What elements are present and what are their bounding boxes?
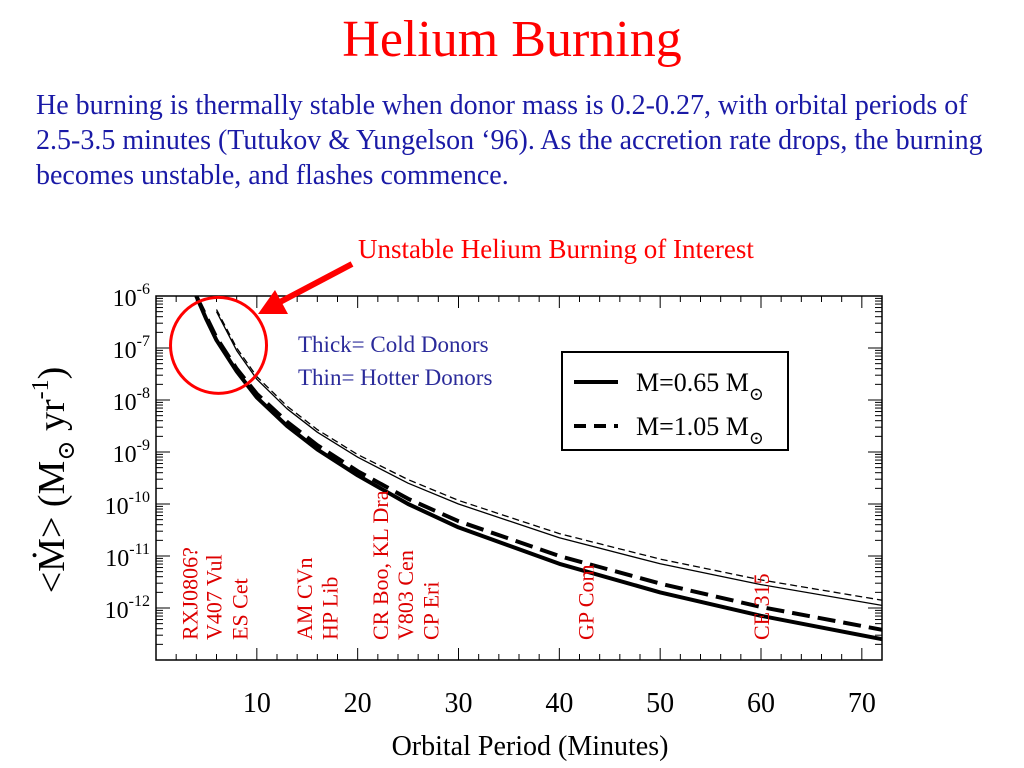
legend-box (561, 351, 789, 451)
y-tick-label: 10-6 (113, 281, 150, 312)
series-thick-dashed (194, 296, 882, 632)
object-label: V803 Cen (393, 550, 418, 640)
y-tick-label: 10-10 (105, 489, 150, 520)
object-label: HP Lib (317, 577, 342, 640)
x-tick-label: 30 (445, 688, 473, 719)
object-label: V407 Vul (202, 554, 227, 640)
x-tick-label: 20 (344, 688, 372, 719)
object-label: CP Eri (418, 582, 443, 640)
object-label: RXJ0806? (177, 547, 202, 640)
x-tick-label: 50 (646, 688, 674, 719)
x-axis-label: Orbital Period (Minutes) (392, 731, 669, 762)
callout-arrow-shaft (278, 261, 354, 305)
y-axis-label: <Ṁ> (M⊙ yr-1) (28, 367, 80, 594)
y-tick-label: 10-11 (105, 541, 150, 572)
x-tick-label: 10 (243, 688, 271, 719)
x-tick-label: 40 (545, 688, 573, 719)
object-label: CR Boo, KL Dra (368, 490, 393, 640)
object-label: ES Cet (228, 578, 253, 640)
slide-title: Helium Burning (342, 11, 682, 68)
x-tick-label: 70 (848, 688, 876, 719)
callout-label: Unstable Helium Burning of Interest (358, 234, 754, 264)
legend-label-m065: M=0.65 M⊙ (636, 368, 764, 404)
series-thin-dashed (215, 309, 882, 601)
y-tick-label: 10-12 (105, 593, 150, 624)
highlight-circle (169, 295, 269, 395)
thick-note: Thick= Cold Donors (298, 332, 489, 357)
object-label: AM CVn (292, 557, 317, 640)
thin-note: Thin= Hotter Donors (298, 365, 492, 390)
legend-label-m105: M=1.05 M⊙ (636, 412, 764, 448)
y-tick-label: 10-7 (113, 333, 150, 364)
callout-arrow-head (258, 290, 288, 314)
x-tick-label: 60 (747, 688, 775, 719)
y-tick-label: 10-8 (113, 385, 150, 416)
y-tick-label: 10-9 (113, 437, 150, 468)
series-thin-solid (215, 311, 882, 607)
object-label: GP Com (574, 564, 599, 640)
object-label: CE 315 (749, 573, 774, 640)
slide-body-text: He burning is thermally stable when dono… (36, 90, 983, 191)
